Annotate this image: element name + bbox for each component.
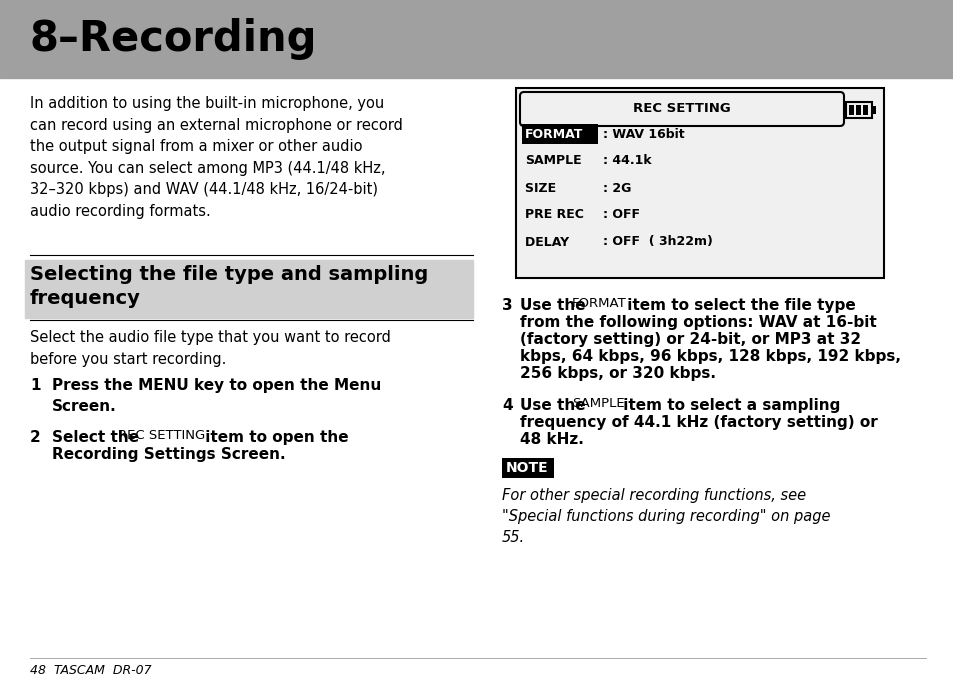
Text: SIZE: SIZE: [524, 182, 569, 195]
Text: : OFF: : OFF: [602, 209, 639, 222]
Bar: [871, 106, 875, 114]
Text: Selecting the file type and sampling
frequency: Selecting the file type and sampling fre…: [30, 265, 428, 308]
Text: : OFF  ( 3h22m): : OFF ( 3h22m): [602, 235, 712, 248]
Text: DELAY: DELAY: [524, 235, 578, 248]
Text: REC SETTING: REC SETTING: [633, 102, 730, 115]
Text: 2: 2: [30, 430, 41, 445]
Bar: [521, 124, 598, 144]
Bar: [862, 105, 867, 115]
Bar: [848, 105, 853, 115]
Text: In addition to using the built-in microphone, you
can record using an external m: In addition to using the built-in microp…: [30, 96, 402, 219]
Text: FORMAT: FORMAT: [524, 128, 583, 141]
Text: kbps, 64 kbps, 96 kbps, 128 kbps, 192 kbps,: kbps, 64 kbps, 96 kbps, 128 kbps, 192 kb…: [519, 349, 900, 364]
Text: 3: 3: [501, 298, 512, 313]
Text: REC SETTING: REC SETTING: [118, 429, 205, 442]
Text: Recording Settings Screen.: Recording Settings Screen.: [52, 447, 285, 462]
Text: Use the: Use the: [519, 298, 590, 313]
Text: 256 kbps, or 320 kbps.: 256 kbps, or 320 kbps.: [519, 366, 716, 381]
Text: Select the: Select the: [52, 430, 144, 445]
Text: frequency of 44.1 kHz (factory setting) or: frequency of 44.1 kHz (factory setting) …: [519, 415, 877, 430]
Bar: [845, 102, 871, 118]
Bar: [501, 458, 554, 478]
Text: item to select the file type: item to select the file type: [621, 298, 855, 313]
Text: SAMPLE: SAMPLE: [572, 397, 624, 410]
Text: 8–Recording: 8–Recording: [30, 18, 317, 60]
Text: 4: 4: [501, 398, 512, 413]
Text: SAMPLE: SAMPLE: [524, 154, 581, 167]
Bar: [516, 88, 883, 278]
Text: item to open the: item to open the: [200, 430, 348, 445]
Text: : WAV 16bit: : WAV 16bit: [602, 128, 684, 141]
Text: 48  TASCAM  DR-07: 48 TASCAM DR-07: [30, 663, 152, 676]
Text: Press the MENU key to open the Menu
Screen.: Press the MENU key to open the Menu Scre…: [52, 378, 381, 414]
Text: 48 kHz.: 48 kHz.: [519, 432, 583, 447]
Text: item to select a sampling: item to select a sampling: [618, 398, 840, 413]
Bar: [855, 105, 861, 115]
Bar: [25, 260, 473, 318]
Text: Use the: Use the: [519, 398, 590, 413]
Text: (factory setting) or 24-bit, or MP3 at 32: (factory setting) or 24-bit, or MP3 at 3…: [519, 332, 861, 347]
Text: from the following options: WAV at 16-bit: from the following options: WAV at 16-bi…: [519, 315, 876, 330]
Text: FORMAT: FORMAT: [572, 297, 626, 310]
Text: PRE REC: PRE REC: [524, 209, 583, 222]
Text: : 2G: : 2G: [602, 182, 631, 195]
Text: Select the audio file type that you want to record
before you start recording.: Select the audio file type that you want…: [30, 330, 391, 366]
FancyBboxPatch shape: [519, 92, 843, 126]
Bar: [0, 0, 953, 78]
Text: 1: 1: [30, 378, 40, 393]
Text: NOTE: NOTE: [505, 461, 548, 475]
Text: For other special recording functions, see
"Special functions during recording" : For other special recording functions, s…: [501, 488, 830, 545]
Text: : 44.1k: : 44.1k: [602, 154, 651, 167]
